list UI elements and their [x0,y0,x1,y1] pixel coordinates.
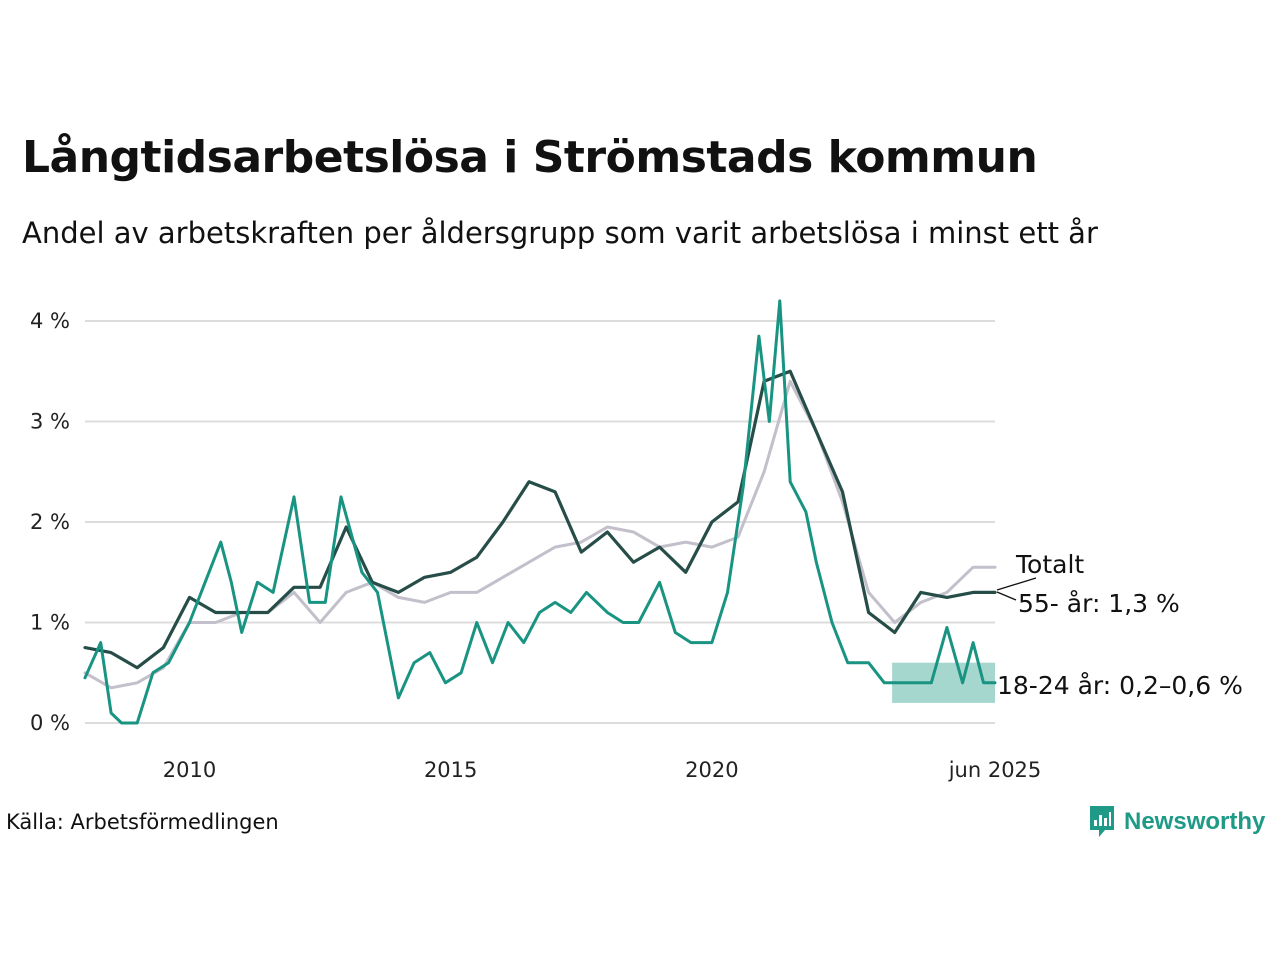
y-tick-label: 0 % [30,711,70,735]
x-tick-label: 2020 [685,758,738,782]
chart-subtitle: Andel av arbetskraften per åldersgrupp s… [22,216,1098,250]
label-leader-totalt [996,577,1037,591]
source-note: Källa: Arbetsförmedlingen [6,810,279,834]
y-tick-label: 4 % [30,309,70,333]
chart-title: Långtidsarbetslösa i Strömstads kommun [22,132,1038,183]
y-axis-ticks: 0 % 1 % 2 % 3 % 4 % [30,309,70,735]
gridlines [85,320,995,724]
series-line-age18_24 [83,299,997,725]
label-totalt: Totalt [1015,550,1084,579]
x-tick-label: 2015 [424,758,477,782]
series-labels: Totalt 55- år: 1,3 % 18-24 år: 0,2–0,6 % [996,550,1243,700]
series-line-totalt [83,379,997,690]
brand-name: Newsworthy [1124,808,1266,835]
x-axis-ticks: 2010 2015 2020 jun 2025 [163,758,1042,782]
brand-logo: Newsworthy [1088,804,1265,840]
y-tick-label: 1 % [30,611,70,635]
y-tick-label: 3 % [30,410,70,434]
label-18-24: 18-24 år: 0,2–0,6 % [997,671,1243,700]
label-leader-55 [996,591,1017,601]
x-tick-label: 2010 [163,758,216,782]
y-tick-label: 2 % [30,510,70,534]
newsworthy-logo-icon [1090,806,1114,837]
x-tick-label: jun 2025 [948,758,1042,782]
series-lines [83,299,997,725]
label-55: 55- år: 1,3 % [1018,589,1180,618]
